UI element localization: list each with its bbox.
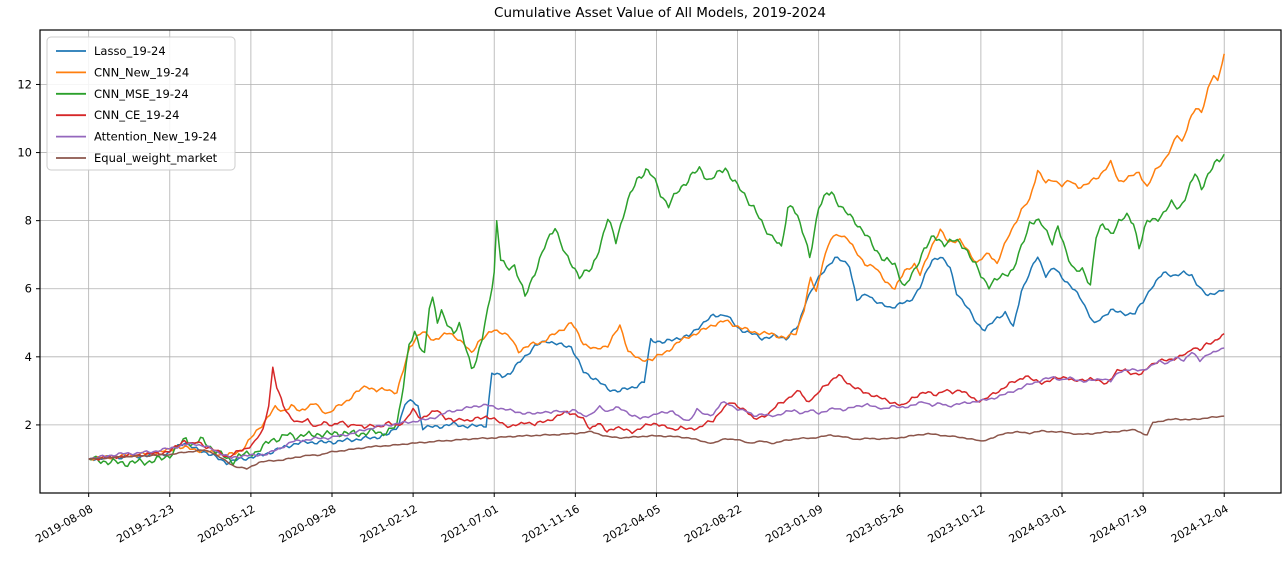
chart-title: Cumulative Asset Value of All Models, 20… xyxy=(494,5,826,21)
y-tick-label: 2 xyxy=(25,418,32,432)
x-tick-label: 2024-07-19 xyxy=(1088,502,1150,545)
series-line-Equal_weight_market xyxy=(88,415,1225,470)
x-tick-label: 2020-05-12 xyxy=(196,502,258,545)
x-tick-label: 2022-08-22 xyxy=(682,502,744,545)
x-tick-label: 2023-01-09 xyxy=(763,502,825,545)
y-tick-label: 4 xyxy=(25,350,32,364)
series-line-Attention_New_19-24 xyxy=(88,347,1225,460)
y-tick-label: 10 xyxy=(17,146,32,160)
legend: Lasso_19-24 CNN_New_19-24 CNN_MSE_19-24 CNN… xyxy=(46,36,236,171)
legend-label: CNN_CE_19-24 xyxy=(94,108,179,122)
x-tick-label: 2019-12-23 xyxy=(114,502,176,545)
legend-label: Equal_weight_market xyxy=(94,151,218,165)
series-line-CNN_CE_19-24 xyxy=(88,333,1225,461)
legend-label: Attention_New_19-24 xyxy=(94,130,217,144)
series-line-CNN_New_19-24 xyxy=(88,53,1225,461)
x-tick-label: 2021-11-16 xyxy=(520,502,582,545)
y-tick-label: 6 xyxy=(25,282,32,296)
x-tick-label: 2021-02-12 xyxy=(358,502,420,545)
x-tick-label: 2021-07-01 xyxy=(439,502,501,545)
y-tick-label: 8 xyxy=(25,214,32,228)
legend-box xyxy=(46,36,236,171)
legend-label: CNN_New_19-24 xyxy=(94,65,189,79)
x-tick-label: 2020-09-28 xyxy=(277,502,339,545)
x-tick-label: 2022-04-05 xyxy=(601,502,663,545)
x-tick-label: 2019-08-08 xyxy=(33,502,95,545)
x-tick-label: 2023-10-12 xyxy=(926,502,988,545)
gridlines xyxy=(40,30,1281,493)
x-tick-label: 2024-12-04 xyxy=(1169,502,1231,545)
x-tick-label: 2024-03-01 xyxy=(1007,502,1069,545)
x-tick-label: 2023-05-26 xyxy=(844,502,906,545)
series-line-CNN_MSE_19-24 xyxy=(88,153,1225,468)
legend-label: CNN_MSE_19-24 xyxy=(94,87,189,101)
legend-label: Lasso_19-24 xyxy=(94,44,166,58)
plot-border xyxy=(39,29,1282,494)
y-tick-label: 12 xyxy=(17,77,32,91)
